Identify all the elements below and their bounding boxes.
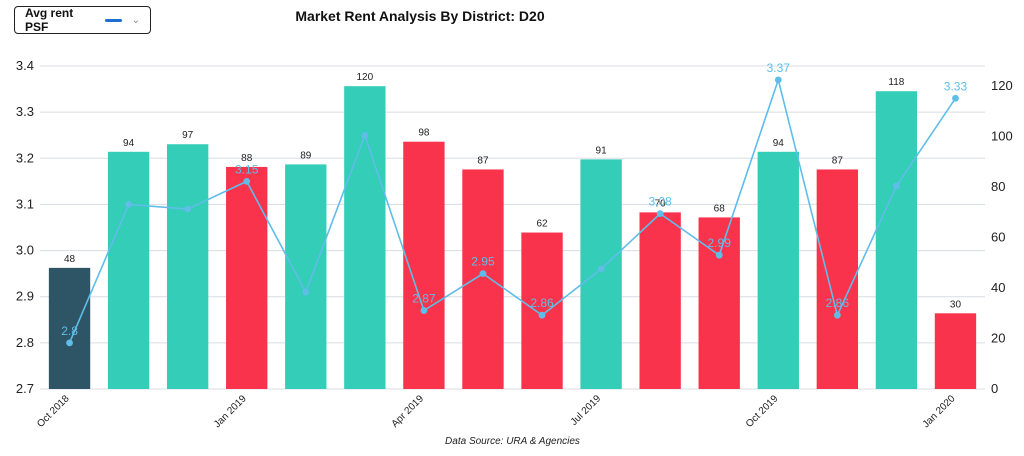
line-point-label: 2.86: [826, 296, 850, 310]
line-point: [715, 251, 723, 259]
bar: [226, 166, 268, 389]
line-point: [538, 311, 546, 319]
bar: [757, 151, 799, 389]
y-left-tick-label: 3.0: [16, 243, 34, 258]
x-tick-label: Jan 2020: [921, 393, 958, 430]
bar: [166, 144, 209, 389]
line-point: [243, 177, 251, 185]
line-point-label: 2.87: [412, 292, 436, 306]
bar: [816, 169, 859, 389]
x-tick-label: Jul 2019: [569, 393, 604, 428]
bar-value-label: 120: [357, 72, 374, 83]
bar-value-label: 91: [596, 145, 608, 156]
y-left-tick-label: 2.7: [16, 381, 34, 396]
y-right-tick-label: 120: [991, 78, 1013, 93]
dropdown-label: Avg rent PSF: [25, 6, 74, 34]
line-point: [420, 307, 428, 314]
line-point: [125, 201, 132, 208]
line-point: [184, 205, 192, 213]
line-point-label: 3.37: [767, 61, 791, 75]
bar: [521, 232, 563, 389]
bar: [934, 313, 977, 389]
y-left-tick-label: 3.3: [16, 104, 34, 119]
bar: [107, 151, 150, 389]
chart-title: Market Rent Analysis By District: D20: [295, 8, 545, 24]
bar: [344, 86, 386, 389]
bar-value-label: 97: [182, 130, 194, 141]
bar: [403, 141, 445, 389]
data-source-caption: Data Source: URA & Agencies: [445, 436, 580, 447]
bar-value-label: 88: [241, 153, 253, 164]
line-point-label: 3.15: [235, 162, 259, 176]
line-point: [774, 76, 782, 84]
line-point: [597, 265, 605, 273]
line-point-label: 3.08: [648, 195, 672, 209]
bar: [285, 164, 327, 389]
y-left-tick-label: 3.2: [16, 150, 34, 165]
y-right-tick-label: 80: [991, 179, 1005, 194]
y-right-tick-label: 0: [991, 381, 998, 396]
line-point: [479, 270, 487, 278]
line-point: [952, 94, 959, 102]
x-tick-label: Oct 2018: [35, 393, 72, 430]
line-point-label: 3.33: [944, 79, 968, 93]
bar-value-label: 87: [832, 155, 844, 166]
y-right-tick-label: 20: [991, 331, 1005, 346]
bar-value-label: 70: [655, 198, 667, 209]
bar: [48, 267, 91, 389]
line-point: [66, 339, 73, 347]
bar-value-label: 30: [950, 299, 962, 310]
line-point: [833, 311, 841, 319]
x-tick-label: Oct 2019: [744, 393, 781, 430]
y-right-tick-label: 100: [991, 129, 1013, 144]
bar-value-label: 48: [64, 254, 76, 265]
bar-value-label: 89: [300, 150, 312, 161]
line-point-label: 2.86: [530, 296, 554, 310]
y-left-tick-label: 2.9: [16, 289, 34, 304]
bar: [462, 169, 504, 389]
bar-value-label: 68: [714, 203, 726, 214]
bar-value-label: 94: [123, 138, 135, 149]
line-point: [893, 182, 900, 190]
bar: [580, 159, 622, 389]
bar-value-label: 98: [418, 128, 430, 139]
legend-line-swatch: [104, 18, 122, 22]
line-series: [68, 77, 957, 344]
bar-value-label: 94: [773, 138, 785, 149]
y-right-tick-label: 60: [991, 230, 1005, 245]
y-right-tick-label: 40: [991, 280, 1005, 295]
y-left-tick-label: 3.1: [16, 196, 34, 211]
line-point-label: 2.8: [61, 324, 78, 338]
x-tick-label: Apr 2019: [390, 393, 427, 430]
line-point-label: 2.99: [708, 236, 732, 250]
chevron-down-icon[interactable]: ⌄: [131, 14, 140, 26]
line-point: [361, 131, 369, 139]
line-point: [302, 288, 310, 296]
bar-value-label: 62: [536, 219, 548, 230]
line-point: [656, 210, 664, 218]
y-left-tick-label: 2.8: [16, 335, 34, 350]
y-left-tick-label: 3.4: [16, 58, 34, 73]
x-tick-label: Jan 2019: [212, 393, 249, 430]
bar-value-label: 87: [477, 155, 489, 166]
bar-value-label: 118: [888, 77, 904, 88]
bar: [875, 91, 918, 389]
metric-dropdown[interactable]: Avg rent PSF ⌄: [14, 6, 151, 34]
line-point-label: 2.95: [471, 255, 495, 269]
bar: [639, 212, 681, 389]
